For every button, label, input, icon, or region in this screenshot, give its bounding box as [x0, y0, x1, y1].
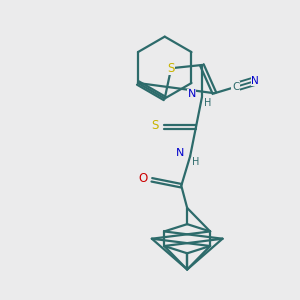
Text: N: N	[176, 148, 184, 158]
Text: S: S	[167, 62, 175, 75]
Text: H: H	[192, 157, 200, 167]
Text: C: C	[232, 82, 239, 92]
Text: N: N	[188, 89, 196, 99]
Text: O: O	[138, 172, 148, 185]
Text: N: N	[251, 76, 259, 86]
Text: H: H	[204, 98, 212, 108]
Text: S: S	[151, 119, 158, 132]
